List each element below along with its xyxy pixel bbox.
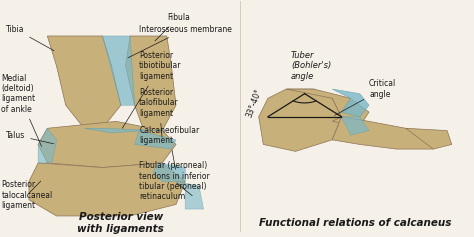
Text: Functional relations of calcaneus: Functional relations of calcaneus — [259, 218, 451, 228]
Polygon shape — [332, 89, 369, 117]
Text: Posterior
tibiotibular
ligament: Posterior tibiotibular ligament — [122, 51, 182, 128]
Text: Fibula: Fibula — [155, 13, 190, 41]
Text: Calcaneofibular
ligament: Calcaneofibular ligament — [139, 126, 200, 169]
Polygon shape — [286, 89, 369, 126]
Polygon shape — [84, 128, 162, 133]
Polygon shape — [102, 36, 135, 105]
Polygon shape — [176, 181, 203, 209]
Text: 33°-40°: 33°-40° — [245, 87, 264, 118]
Text: Medial
(deltoid)
ligament
of ankle: Medial (deltoid) ligament of ankle — [1, 73, 42, 146]
Text: Tibia: Tibia — [6, 25, 54, 51]
Polygon shape — [406, 128, 452, 149]
Polygon shape — [47, 36, 121, 128]
Polygon shape — [153, 163, 185, 181]
Text: Tuber
(Bohler's)
angle: Tuber (Bohler's) angle — [291, 51, 331, 81]
Polygon shape — [259, 89, 341, 151]
Polygon shape — [29, 163, 185, 216]
Text: Interosseous membrane: Interosseous membrane — [128, 25, 232, 58]
Text: Posterior
talofibular
ligament: Posterior talofibular ligament — [139, 88, 179, 137]
Polygon shape — [341, 117, 369, 135]
Text: Posterior
talocalcaneal
ligament: Posterior talocalcaneal ligament — [1, 180, 53, 210]
Polygon shape — [332, 117, 433, 149]
Polygon shape — [38, 128, 56, 163]
Text: Critical
angle: Critical angle — [335, 79, 396, 115]
Text: Fibular (peroneal)
tendons in inferior
tibular (peroneal)
retinaculum: Fibular (peroneal) tendons in inferior t… — [139, 161, 210, 201]
Polygon shape — [135, 131, 176, 149]
Polygon shape — [126, 36, 176, 131]
Polygon shape — [38, 121, 176, 168]
Text: Posterior view
with ligaments: Posterior view with ligaments — [77, 212, 164, 234]
Text: Talus: Talus — [6, 131, 54, 144]
